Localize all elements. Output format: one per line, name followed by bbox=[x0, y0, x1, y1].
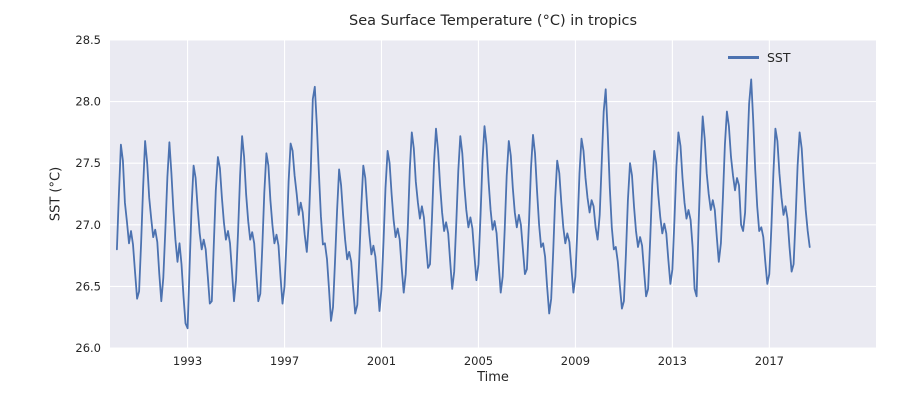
x-tick-label: 2009 bbox=[561, 354, 590, 368]
x-tick-label: 2013 bbox=[658, 354, 687, 368]
x-tick-label: 1993 bbox=[173, 354, 202, 368]
y-tick-label: 28.5 bbox=[75, 33, 101, 47]
y-tick-label: 26.5 bbox=[75, 279, 101, 293]
sst-line bbox=[116, 78, 811, 330]
y-axis-label: SST (°C) bbox=[48, 166, 64, 222]
x-tick-label: 2005 bbox=[464, 354, 493, 368]
legend: SST bbox=[728, 50, 791, 65]
x-axis-label: Time bbox=[477, 370, 509, 385]
x-tick-label: 2001 bbox=[367, 354, 396, 368]
legend-line-swatch bbox=[728, 56, 759, 59]
chart-title: Sea Surface Temperature (°C) in tropics bbox=[348, 13, 637, 29]
y-tick-label: 27.5 bbox=[75, 156, 101, 170]
x-tick-label: 2017 bbox=[755, 354, 784, 368]
y-tick-label: 28.0 bbox=[75, 95, 101, 109]
legend-label: SST bbox=[767, 50, 791, 65]
axes-background bbox=[110, 40, 876, 348]
y-tick-label: 26.0 bbox=[75, 341, 101, 355]
x-tick-label: 1997 bbox=[270, 354, 299, 368]
y-tick-label: 27.0 bbox=[75, 218, 101, 232]
